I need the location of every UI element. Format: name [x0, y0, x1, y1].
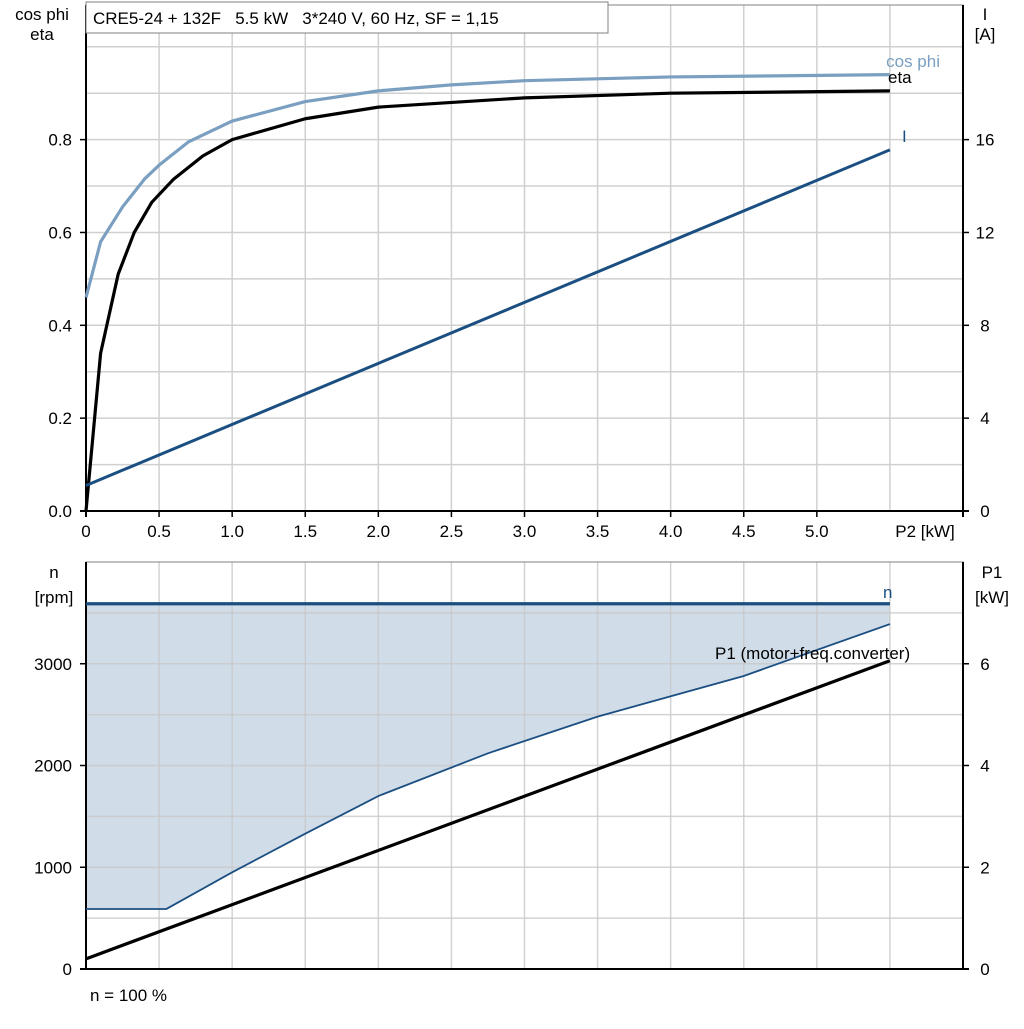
y2-tick-label: 0	[980, 502, 989, 521]
y-axis-label: n	[49, 563, 58, 582]
y2-tick-label: 12	[976, 223, 995, 242]
y2-tick-label: 4	[980, 757, 989, 776]
x-tick-label: 1.0	[220, 522, 244, 541]
x-tick-label: 0	[81, 522, 90, 541]
y2-axis-label: P1	[982, 563, 1003, 582]
x-tick-label: 4.5	[732, 522, 756, 541]
y2-tick-label: 4	[980, 409, 989, 428]
y-axis-label: [rpm]	[35, 588, 74, 607]
y2-tick-label: 2	[980, 858, 989, 877]
y-tick-label: 2000	[34, 757, 72, 776]
x-tick-label: 2.0	[367, 522, 391, 541]
y2-axis-label: I	[983, 5, 988, 24]
series-label-I: I	[902, 127, 907, 146]
series-cos-phi-line	[84, 73, 890, 298]
x-tick-label: 3.5	[586, 522, 610, 541]
footnote: n = 100 %	[90, 986, 167, 1005]
series-eta-line	[84, 89, 890, 512]
title-box	[85, 1, 609, 34]
series-label-P1: P1 (motor+freq.converter)	[715, 644, 910, 663]
series-label-n: n	[883, 583, 892, 602]
operating-range-lower-line	[86, 623, 891, 910]
series-label-eta: eta	[888, 68, 912, 87]
y-tick-label: 0.6	[48, 223, 72, 242]
y-axis-label: cos phi	[15, 5, 69, 24]
x-tick-label: 0.5	[147, 522, 171, 541]
y-tick-label: 1000	[34, 858, 72, 877]
y-tick-label: 0.8	[48, 131, 72, 150]
series-P1-line	[85, 659, 891, 961]
y-axis-label: eta	[30, 25, 54, 44]
y-tick-label: 0.2	[48, 409, 72, 428]
y-tick-label: 0.0	[48, 502, 72, 521]
y2-axis-label: [A]	[975, 25, 996, 44]
y-tick-label: 3000	[34, 655, 72, 674]
x-axis-label: P2 [kW]	[895, 522, 955, 541]
series-I-line	[85, 148, 891, 487]
y2-tick-label: 0	[980, 960, 989, 979]
y2-tick-label: 6	[980, 655, 989, 674]
x-tick-label: 4.0	[659, 522, 683, 541]
x-tick-label: 5.0	[805, 522, 829, 541]
y2-tick-label: 16	[976, 131, 995, 150]
y2-axis-label: [kW]	[975, 588, 1009, 607]
chart-title: CRE5-24 + 132F 5.5 kW 3*240 V, 60 Hz, SF…	[93, 9, 499, 28]
x-tick-label: 3.0	[513, 522, 537, 541]
y2-tick-label: 8	[980, 316, 989, 335]
y-tick-label: 0	[63, 960, 72, 979]
operating-range-area	[86, 603, 890, 909]
x-tick-label: 1.5	[293, 522, 317, 541]
x-tick-label: 2.5	[440, 522, 464, 541]
y-tick-label: 0.4	[48, 316, 72, 335]
series-label-cos-phi: cos phi	[886, 52, 940, 71]
